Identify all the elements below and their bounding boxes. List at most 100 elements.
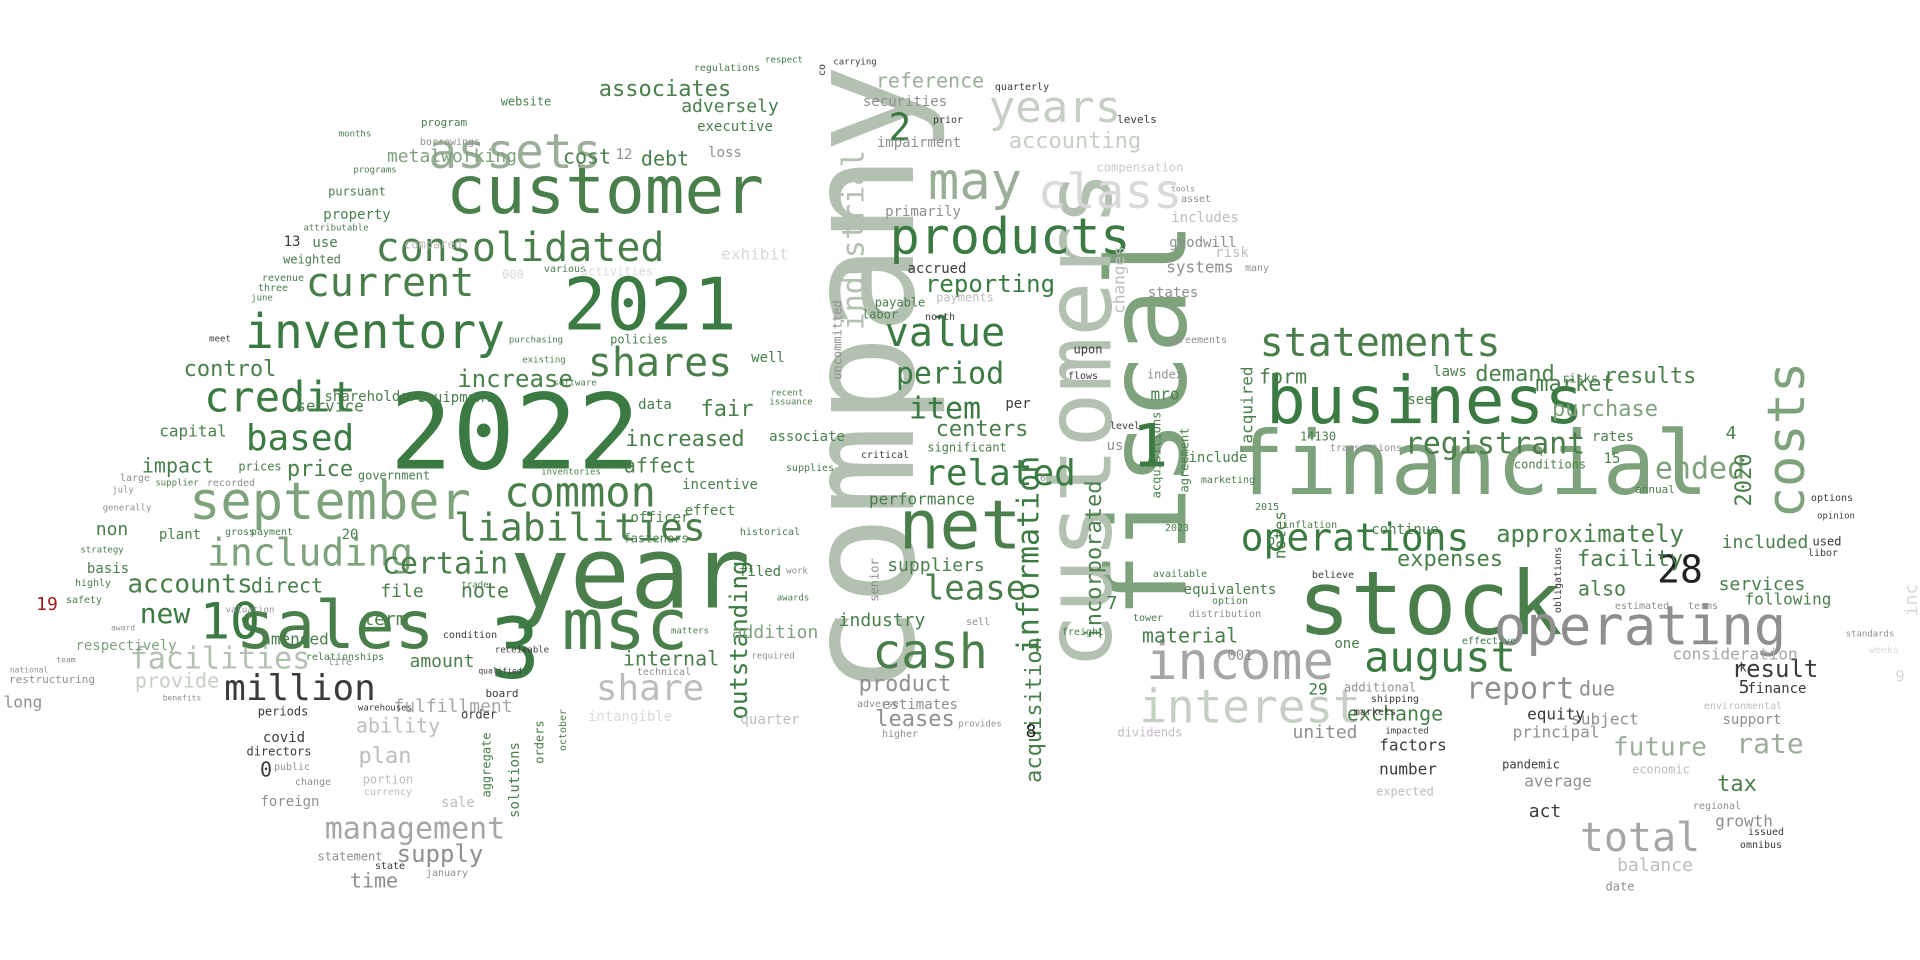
word-supplies: supplies [786,463,834,474]
word-quarter: quarter [740,712,799,728]
word-historical: historical [740,527,800,538]
word-agreements: agreements [1167,335,1227,346]
word-work: work [786,567,808,577]
word-transactions: transactions [1330,443,1402,454]
word-state: state [375,861,405,872]
word-filed: filed [739,564,781,580]
word-safety: safety [66,595,102,606]
word-issued: issued [1748,827,1784,838]
word-result: result [1732,655,1819,683]
word-also: also [1578,577,1626,601]
word-rates: rates [1592,429,1634,445]
word-basis: basis [87,561,129,577]
word-many: many [1245,263,1269,274]
word-file: file [380,581,423,602]
word-notes: notes [1271,511,1290,559]
word-risk: risk [1215,245,1249,261]
word-highly: highly [75,578,111,589]
word-consideration: consideration [1672,645,1797,664]
word-related: related [924,453,1076,494]
word-principal: principal [1513,723,1600,742]
word-agreement: agreement [1178,427,1192,492]
word-asset: asset [1181,194,1211,205]
word-increase: increase [457,365,573,393]
word-supply: supply [397,840,484,868]
word-relationships: relationships [306,652,384,663]
word-amended: amended [261,630,328,649]
word-loss: loss [708,145,742,161]
word-shareholders: shareholders [324,389,425,405]
word-reporting: reporting [925,270,1055,298]
word-capital: capital [159,422,226,441]
word-estimated: estimated [1615,601,1669,612]
word-october: october [558,709,569,751]
word-available: available [1153,569,1207,580]
word-tax: tax [1717,772,1757,797]
word-laws: laws [1433,364,1467,380]
word-5: 5 [1739,677,1750,698]
word-tower: tower [1133,613,1163,624]
word-us: us [1107,438,1124,454]
word-risks: risks [1562,372,1598,386]
word-industry: industry [839,610,926,631]
word-inventory: inventory [245,304,505,360]
word-company: company [775,64,949,696]
word-sell: sell [966,617,990,628]
word-marketing: marketing [1201,475,1255,486]
word-item: item [909,392,981,427]
word-compensation: compensation [1097,161,1184,175]
word-critical: critical [861,450,909,461]
word-large: large [120,473,150,484]
word-leases: leases [875,707,954,732]
word-respectively: respectively [75,638,176,654]
word-accrued: accrued [907,261,966,277]
word-3: 3 [490,600,541,698]
word-payable: payable [875,296,926,310]
word-july: july [112,486,134,496]
word-liabilities: liabilities [454,506,706,550]
word-finance: finance [1747,681,1806,697]
word-programs: programs [353,166,396,176]
word-time: time [350,869,398,893]
word-labor: labor [862,308,898,322]
word-ability: ability [356,714,440,738]
word-acquisitions: acquisitions [1150,412,1164,499]
word-2023: 2023 [1165,523,1189,534]
word-regional: regional [1693,801,1741,812]
word-annual: annual [1635,483,1675,496]
word-recorded: recorded [207,478,255,489]
word-accounts: accounts [127,570,252,600]
word-k: k [1739,661,1747,675]
word-continue: continue [1371,522,1438,538]
word-senior: senior [868,558,882,601]
word-operations: operations [1241,516,1470,560]
word-solutions: solutions [507,742,523,818]
word-20: 20 [342,527,359,543]
word-2: 2 [889,106,912,150]
word-award: award [111,624,135,633]
word-months: months [339,130,372,140]
word-goodwill: goodwill [1169,235,1236,251]
word-operating: operating [1494,595,1787,658]
word-value: value [885,310,1005,356]
word-data: data [638,397,672,413]
word-balance: balance [1617,855,1693,876]
word-29: 29 [1308,680,1327,699]
word-service: service [296,397,363,416]
word-centers: centers [936,417,1029,442]
word-lease: lease [924,569,1026,609]
word-existing: existing [522,356,565,366]
word-technical: technical [637,667,691,678]
word-net: net [899,487,1022,566]
word-benefits: benefits [163,694,202,703]
word-regulations: regulations [694,63,760,74]
word-material: material [1142,624,1238,648]
word-share: share [596,668,704,709]
word-revenue: revenue [262,273,304,284]
word-long: long [4,693,43,712]
word-inflation: inflation [1283,520,1337,531]
word-facilities: facilities [130,642,311,677]
word-estimates: estimates [882,697,958,713]
word-class: class [1038,164,1183,220]
word-uncommitted: uncommitted [831,300,845,379]
